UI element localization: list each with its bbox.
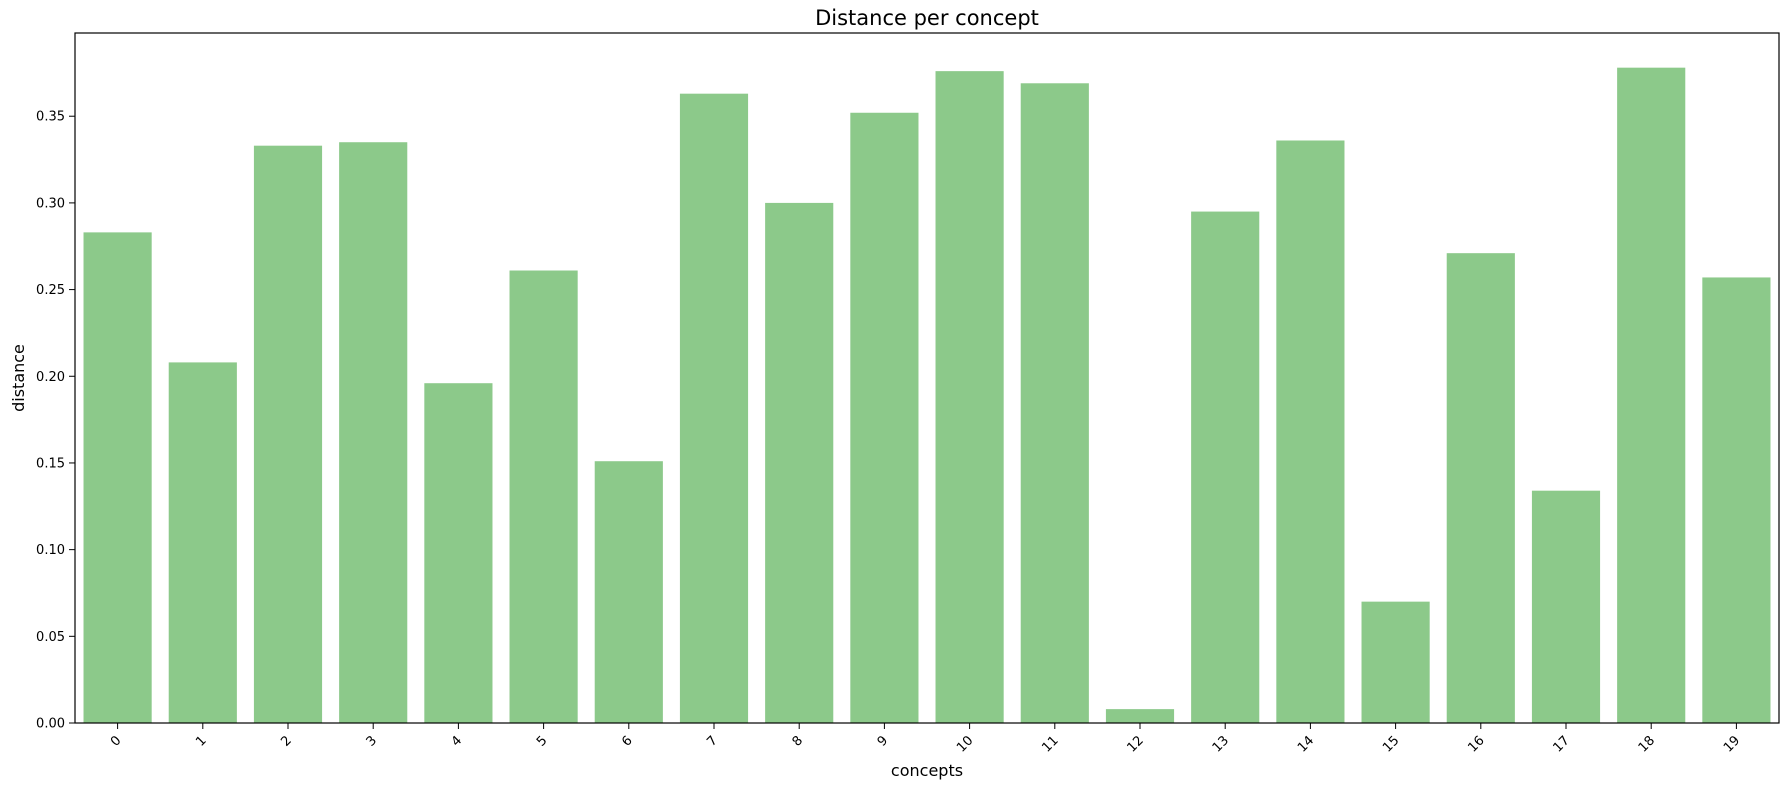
x-tick-label: 18 <box>1636 733 1658 755</box>
x-tick-label: 12 <box>1125 733 1147 755</box>
x-axis-label: concepts <box>891 761 963 780</box>
x-tick-label: 7 <box>704 733 720 749</box>
y-tick-label: 0.30 <box>36 196 65 211</box>
bars-group <box>83 67 1771 724</box>
bar-11 <box>1020 83 1089 724</box>
x-tick-label: 19 <box>1721 733 1743 755</box>
chart-title: Distance per concept <box>815 6 1039 30</box>
bar-2 <box>253 145 323 723</box>
x-tick-label: 13 <box>1210 733 1232 755</box>
y-tick-label: 0.35 <box>36 110 65 125</box>
y-tick-label: 0.20 <box>36 370 65 385</box>
x-tick-label: 8 <box>790 733 806 749</box>
y-tick-label: 0.10 <box>36 543 65 558</box>
x-tick-label: 4 <box>449 733 465 749</box>
bar-9 <box>850 112 919 724</box>
x-tick-label: 6 <box>619 733 635 749</box>
bar-7 <box>679 93 749 723</box>
x-tick-label: 16 <box>1465 733 1487 755</box>
bar-10 <box>935 71 1004 724</box>
x-tick-label: 5 <box>534 733 550 749</box>
x-tick-label: 11 <box>1039 733 1061 755</box>
x-tick-label: 2 <box>278 733 294 749</box>
bar-14 <box>1276 140 1345 724</box>
x-tick-label: 0 <box>108 733 124 749</box>
bar-4 <box>424 383 493 723</box>
y-tick-label: 0.00 <box>36 717 65 732</box>
x-tick-label: 3 <box>364 733 380 749</box>
y-tick-label: 0.25 <box>36 283 65 298</box>
bar-8 <box>765 202 834 724</box>
x-tick-label: 10 <box>954 733 976 755</box>
bar-12 <box>1105 709 1175 723</box>
bar-1 <box>168 362 237 723</box>
bar-19 <box>1702 277 1771 723</box>
bar-0 <box>83 232 152 723</box>
bar-16 <box>1446 253 1515 723</box>
plot-frame <box>74 32 1780 724</box>
bar-5 <box>509 270 578 723</box>
bar-18 <box>1617 67 1686 724</box>
y-tick-label: 0.15 <box>36 456 65 471</box>
x-tick-label: 15 <box>1380 733 1402 755</box>
x-tick-label: 14 <box>1295 733 1317 755</box>
y-axis-label: distance <box>9 344 28 412</box>
bar-13 <box>1191 211 1260 723</box>
bar-3 <box>339 142 408 724</box>
bar-6 <box>594 461 663 723</box>
bar-17 <box>1531 490 1601 723</box>
bar-15 <box>1361 601 1430 723</box>
y-axis: 0.00 0.05 0.10 0.15 0.20 0.25 0.30 0.35 <box>36 110 75 732</box>
y-tick-label: 0.05 <box>36 630 65 645</box>
x-tick-label: 1 <box>193 733 209 749</box>
x-axis: 0 1 2 3 4 5 6 7 8 9 10 11 12 13 14 15 16 17 18 19 <box>108 723 1743 756</box>
x-tick-label: 17 <box>1551 733 1573 755</box>
x-tick-label: 9 <box>875 733 891 749</box>
